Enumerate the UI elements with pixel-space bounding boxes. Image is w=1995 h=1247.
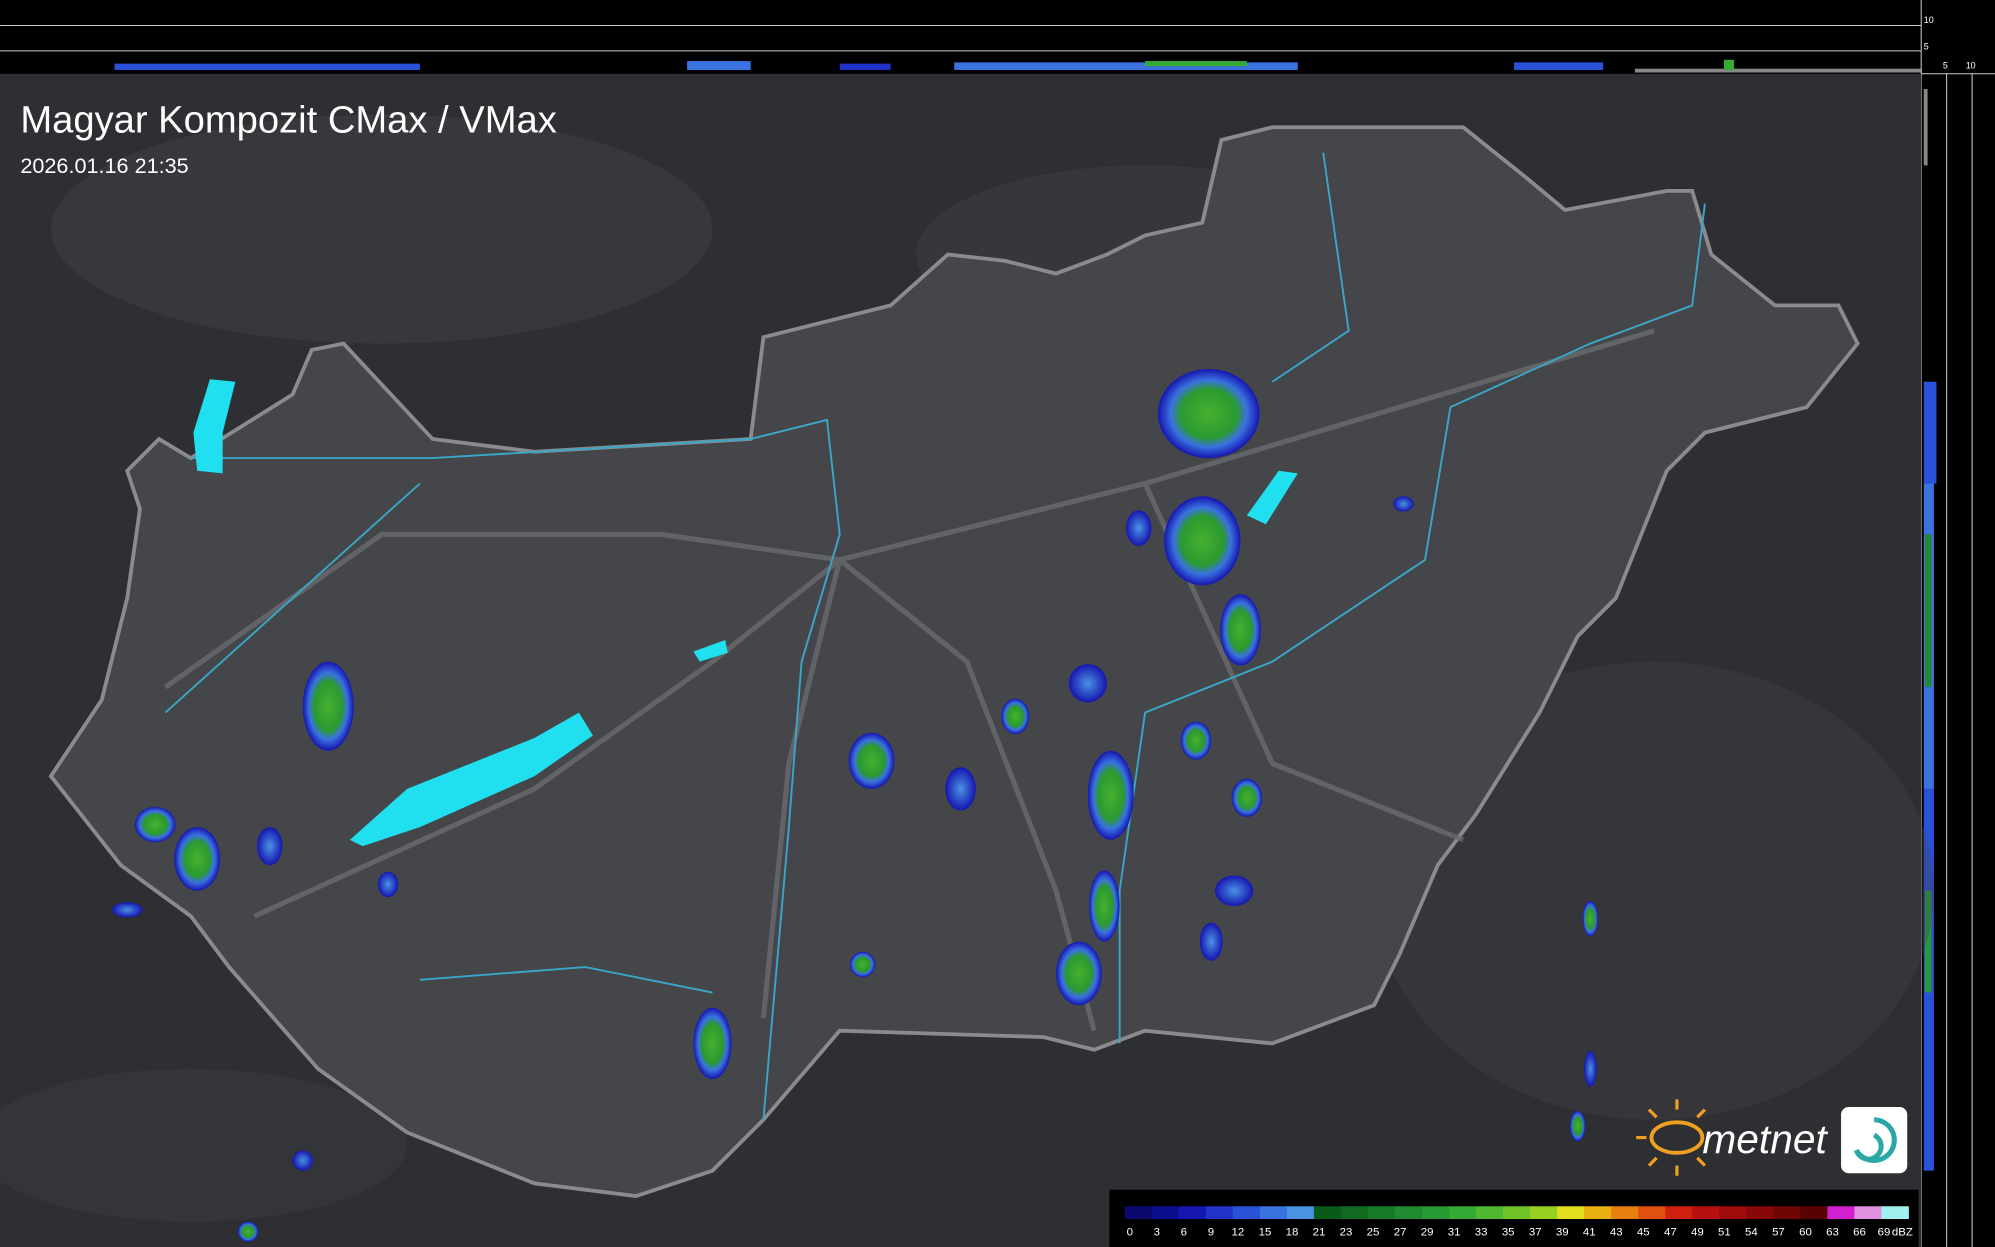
legend-swatch — [1340, 1206, 1369, 1220]
legend-label: 15 — [1259, 1227, 1272, 1239]
legend-unit: dBZ — [1892, 1227, 1913, 1239]
side-echoes — [1923, 89, 1937, 1171]
legend-swatch — [1530, 1206, 1558, 1220]
legend-label: 69 — [1878, 1227, 1891, 1239]
legend-swatch — [1178, 1206, 1207, 1220]
legend-label: 39 — [1556, 1227, 1569, 1239]
legend-label: 27 — [1394, 1227, 1407, 1239]
profile-axis-label: 5 — [1943, 61, 1948, 71]
legend-label: 49 — [1691, 1227, 1704, 1239]
legend-label: 31 — [1448, 1227, 1461, 1239]
legend-swatch — [1746, 1206, 1774, 1220]
legend-swatch — [1286, 1206, 1315, 1220]
roads — [163, 328, 1655, 1032]
lake-tisza — [1246, 470, 1298, 525]
legend-swatch — [1151, 1206, 1180, 1220]
legend-label: 9 — [1208, 1227, 1214, 1239]
legend-swatch — [1827, 1206, 1855, 1220]
legend-swatch — [1692, 1206, 1720, 1220]
legend-label: 54 — [1745, 1227, 1758, 1239]
legend-swatch — [1638, 1206, 1666, 1220]
profile-echoes — [114, 59, 1922, 73]
legend-label: 25 — [1367, 1227, 1380, 1239]
legend-swatch — [1449, 1206, 1477, 1220]
map-timestamp: 2026.01.16 21:35 — [20, 153, 188, 178]
profile-axis-label: 10 — [1924, 15, 1934, 25]
legend-label: 0 — [1127, 1227, 1133, 1239]
color-legend: 0 3 6 9 12 15 18 21 23 25 27 29 31 33 35 37 39 41 43 45 47 49… — [1124, 1206, 1913, 1239]
top-profile — [0, 0, 1922, 74]
legend-label: 21 — [1313, 1227, 1326, 1239]
legend-label: 23 — [1340, 1227, 1353, 1239]
legend-label: 60 — [1799, 1227, 1812, 1239]
legend-swatch — [1205, 1206, 1234, 1220]
legend-swatch — [1259, 1206, 1288, 1220]
legend-swatch — [1476, 1206, 1504, 1220]
map-title: Magyar Kompozit CMax / VMax — [20, 98, 556, 141]
lake-balaton — [349, 712, 593, 847]
legend-label: 37 — [1529, 1227, 1542, 1239]
legend-swatch — [1800, 1206, 1828, 1220]
legend-label: 6 — [1181, 1227, 1187, 1239]
lake-ferto — [193, 379, 236, 474]
profile-axis-label: 10 — [1966, 61, 1976, 71]
profile-axis-label: 5 — [1924, 42, 1929, 52]
legend-label: 66 — [1853, 1227, 1866, 1239]
legend-swatch — [1719, 1206, 1747, 1220]
legend-swatch — [1584, 1206, 1612, 1220]
legend-swatch — [1232, 1206, 1261, 1220]
legend-swatch — [1422, 1206, 1450, 1220]
legend-swatch — [1881, 1206, 1909, 1220]
legend-label: 57 — [1772, 1227, 1785, 1239]
country-outline — [48, 125, 1860, 1199]
legend-label: 12 — [1232, 1227, 1245, 1239]
legend-label: 33 — [1475, 1227, 1488, 1239]
legend-label: 43 — [1610, 1227, 1623, 1239]
legend-swatch — [1854, 1206, 1882, 1220]
legend-swatch — [1367, 1206, 1396, 1220]
legend-label: 51 — [1718, 1227, 1731, 1239]
legend-swatch — [1611, 1206, 1639, 1220]
brand-name: metnet — [1702, 1116, 1828, 1162]
legend-label: 3 — [1154, 1227, 1160, 1239]
legend-label: 63 — [1826, 1227, 1839, 1239]
rivers — [164, 152, 1706, 1120]
legend-label: 41 — [1583, 1227, 1596, 1239]
legend-label: 35 — [1502, 1227, 1515, 1239]
legend-swatch — [1773, 1206, 1801, 1220]
legend-swatch — [1394, 1206, 1423, 1220]
legend-swatch — [1503, 1206, 1531, 1220]
legend-swatch — [1313, 1206, 1342, 1220]
brand-logo: metnet — [1636, 1099, 1908, 1176]
legend-swatch — [1557, 1206, 1585, 1220]
radar-echoes — [111, 369, 1599, 1242]
legend-label: 47 — [1664, 1227, 1677, 1239]
legend-label: 18 — [1286, 1227, 1299, 1239]
legend-label: 45 — [1637, 1227, 1650, 1239]
legend-swatch — [1124, 1206, 1153, 1220]
legend-swatch — [1665, 1206, 1693, 1220]
legend-label: 29 — [1421, 1227, 1434, 1239]
lake-velence — [693, 640, 728, 662]
